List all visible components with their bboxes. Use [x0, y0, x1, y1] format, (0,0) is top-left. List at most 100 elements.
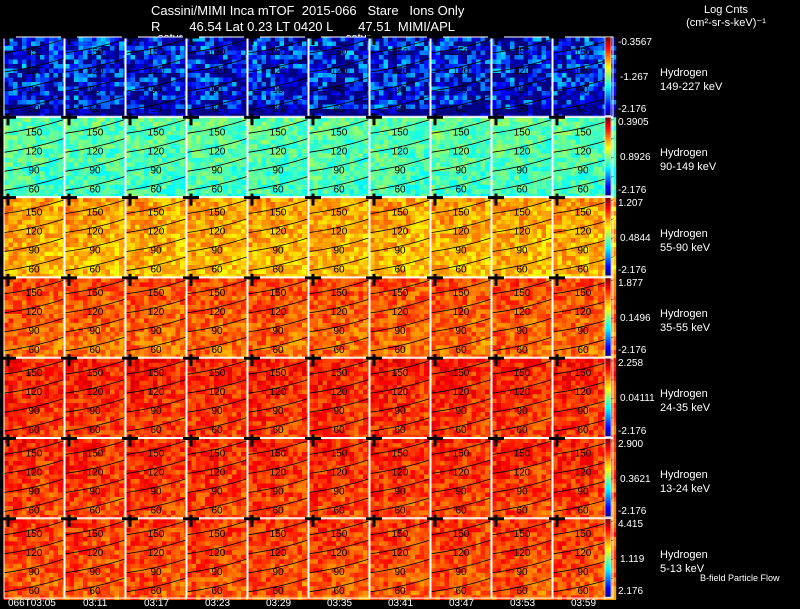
- contour-label: 120: [26, 146, 43, 157]
- contour-label: 90: [455, 406, 467, 417]
- colorbar-max: 4.415: [618, 518, 644, 530]
- contour-label: 90: [272, 487, 284, 498]
- contour-label: 90: [394, 567, 406, 578]
- contour-label: 90: [272, 406, 284, 417]
- contour-label: 150: [453, 368, 470, 379]
- contour-label: 90: [394, 85, 406, 96]
- contour-label: 90: [394, 246, 406, 257]
- contour-label: 60: [394, 425, 406, 436]
- contour-label: 120: [331, 468, 348, 479]
- contour-label: 120: [331, 548, 348, 559]
- colorbar-mid: 1.119: [620, 553, 645, 565]
- stare-panel: 150 120 90 60: [244, 193, 312, 279]
- contour-label: 90: [516, 85, 528, 96]
- contour-label: 60: [211, 345, 223, 356]
- contour-label: 150: [392, 449, 409, 460]
- contour-label: 150: [209, 288, 226, 299]
- contour-label: 120: [26, 227, 43, 238]
- contour-label: 90: [577, 85, 589, 96]
- contour-label: 150: [148, 529, 165, 540]
- contour-label: 150: [514, 47, 531, 58]
- colorbar: [604, 518, 612, 598]
- contour-label: 60: [516, 506, 528, 517]
- contour-label: 60: [211, 184, 223, 195]
- colorbar-max: 2.258: [618, 358, 644, 370]
- colorbar-mid: -1.267: [620, 72, 649, 84]
- contour-label: 90: [272, 165, 284, 176]
- contour-label: 150: [148, 449, 165, 460]
- contour-label: 150: [26, 449, 43, 460]
- stare-panel: 150 120 90 60: [0, 434, 68, 520]
- contour-label: 60: [89, 425, 101, 436]
- contour-label: 120: [148, 146, 165, 157]
- stare-panel: 150 120 90 60: [0, 354, 68, 440]
- contour-label: 60: [89, 265, 101, 276]
- contour-label: 90: [577, 165, 589, 176]
- colorbar-mid: 0.1496: [620, 313, 651, 325]
- contour-label: 60: [272, 345, 284, 356]
- contour-label: 60: [89, 345, 101, 356]
- contour-label: 60: [394, 265, 406, 276]
- energy-row: 150 120 90 60 150 120 90 60 150 120 90 60 150 120 90 60…: [0, 33, 617, 119]
- contour-label: 90: [28, 85, 40, 96]
- contour-label: 120: [331, 146, 348, 157]
- contour-label: 60: [89, 506, 101, 517]
- contour-label: 60: [150, 425, 162, 436]
- contour-label: 120: [209, 468, 226, 479]
- stare-panel: 150 120 90 60: [366, 273, 434, 360]
- stare-panel: 150 120 90 60: [427, 514, 495, 600]
- contour-label: 150: [270, 368, 287, 379]
- contour-label: 90: [516, 567, 528, 578]
- stare-panel: 150 120 90 60: [427, 434, 495, 520]
- contour-label: 90: [394, 165, 406, 176]
- stare-panel: 150 120 90 60: [366, 33, 434, 119]
- contour-label: 150: [87, 368, 104, 379]
- contour-label: 120: [514, 548, 531, 559]
- contour-label: 90: [455, 246, 467, 257]
- contour-label: 60: [333, 506, 345, 517]
- contour-label: 60: [89, 104, 101, 115]
- contour-label: 60: [577, 184, 589, 195]
- contour-label: 120: [148, 387, 165, 398]
- time-label: 03:59: [571, 598, 597, 609]
- species-label: Hydrogen: [660, 227, 708, 240]
- contour-label: 60: [577, 586, 589, 597]
- stare-panel: 150 120 90 60: [549, 113, 617, 199]
- species-label: Hydrogen: [660, 307, 708, 320]
- energy-row: 150 120 90 60 150 120 90 60 150 120 90 60 150 120 90 60…: [0, 434, 617, 520]
- contour-label: 90: [89, 246, 101, 257]
- contour-label: 60: [211, 265, 223, 276]
- contour-label: 150: [514, 368, 531, 379]
- contour-label: 150: [392, 368, 409, 379]
- contour-label: 90: [455, 567, 467, 578]
- contour-label: 150: [453, 288, 470, 299]
- contour-label: 150: [270, 47, 287, 58]
- stare-panel: 150 120 90 60: [0, 193, 68, 279]
- contour-label: 150: [575, 288, 592, 299]
- contour-label: 150: [87, 208, 104, 219]
- stare-panel: 150 120 90 60: [244, 273, 312, 360]
- contour-label: 60: [150, 586, 162, 597]
- title-line-2: R 46.54 Lat 0.23 LT 0420 L 47.51 MIMI/AP…: [151, 19, 455, 34]
- contour-label: 60: [333, 345, 345, 356]
- contour-label: 60: [150, 104, 162, 115]
- contour-label: 120: [453, 146, 470, 157]
- contour-label: 90: [89, 165, 101, 176]
- contour-label: 120: [270, 548, 287, 559]
- time-label: 03:53: [510, 598, 536, 609]
- time-label: 03:41: [388, 598, 414, 609]
- contour-label: 60: [394, 345, 406, 356]
- contour-label: 150: [514, 449, 531, 460]
- contour-label: 90: [211, 326, 223, 337]
- stare-panel: 150 120 90 60: [305, 193, 373, 279]
- contour-label: 90: [211, 165, 223, 176]
- stare-panel: 150 120 90 60: [427, 354, 495, 440]
- contour-label: 90: [333, 165, 345, 176]
- contour-label: 150: [453, 208, 470, 219]
- contour-label: 90: [516, 406, 528, 417]
- contour-label: 150: [331, 449, 348, 460]
- time-label: 03:11: [83, 598, 108, 609]
- colorbar-mid: 0.3621: [620, 473, 651, 485]
- stare-panel: 150 120 90 60: [183, 113, 251, 199]
- stare-panel: 150 120 90 60: [122, 193, 190, 279]
